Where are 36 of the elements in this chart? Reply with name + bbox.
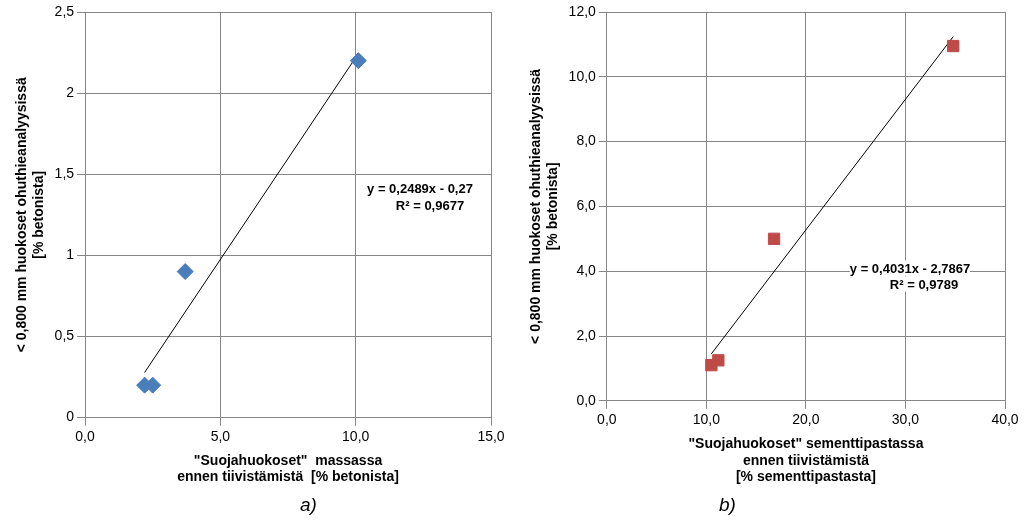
x-tick-label: 0,0 <box>597 411 617 428</box>
annotation: R² = 0,9789 <box>889 276 959 292</box>
point <box>767 232 781 245</box>
x-tick-label: 10,0 <box>342 427 370 444</box>
y-tick-label: 2,5 <box>54 2 75 19</box>
text: a) <box>300 494 317 516</box>
y-tick-label: 0 <box>66 408 75 425</box>
y-tick-label: 0,0 <box>576 391 597 408</box>
y-axis-title: < 0,800 mm huokoset ohuthieanalyysissä [% betonista] <box>13 77 47 353</box>
x-tick-label: 10,0 <box>692 411 721 428</box>
x-tick-label: 40,0 <box>991 411 1019 428</box>
x-tick-label: 30,0 <box>891 411 920 428</box>
x-tick-label: 5,0 <box>210 427 231 444</box>
y-tick-label: 1,5 <box>54 165 75 182</box>
point <box>176 263 194 281</box>
annotation: y = 0,4031x - 2,7867 <box>849 260 971 276</box>
y-tick-label: 6,0 <box>576 197 597 214</box>
point <box>349 52 367 70</box>
point <box>712 354 725 367</box>
point <box>947 39 960 53</box>
x-axis-title: "Suojahuokoset" massassa ennen tiivistämistä [% betonista] <box>177 451 399 485</box>
y-tick-label: 10,0 <box>568 67 597 84</box>
x-tick-label: 15,0 <box>477 427 505 444</box>
x-tick-label: 20,0 <box>792 411 820 428</box>
y-tick-label: 2,0 <box>576 326 597 343</box>
y-axis-title: < 0,800 mm huokoset ohuthieanalyysissä [% betonista] <box>527 68 561 344</box>
annotation: y = 0,2489x - 0,27 <box>367 180 473 196</box>
y-tick-label: 1 <box>66 246 75 263</box>
y-tick-label: 12,0 <box>568 2 597 19</box>
y-tick-label: 0,5 <box>54 327 75 344</box>
y-tick-label: 8,0 <box>576 132 597 149</box>
x-axis-title: "Suojahuokoset" sementtipastassa ennen tiivistämistä [% sementtipastasta] <box>688 434 924 485</box>
text: b) <box>719 494 736 516</box>
y-tick-label: 2 <box>66 83 75 100</box>
annotation: R² = 0,9677 <box>395 197 465 213</box>
y-tick-label: 4,0 <box>576 262 597 279</box>
